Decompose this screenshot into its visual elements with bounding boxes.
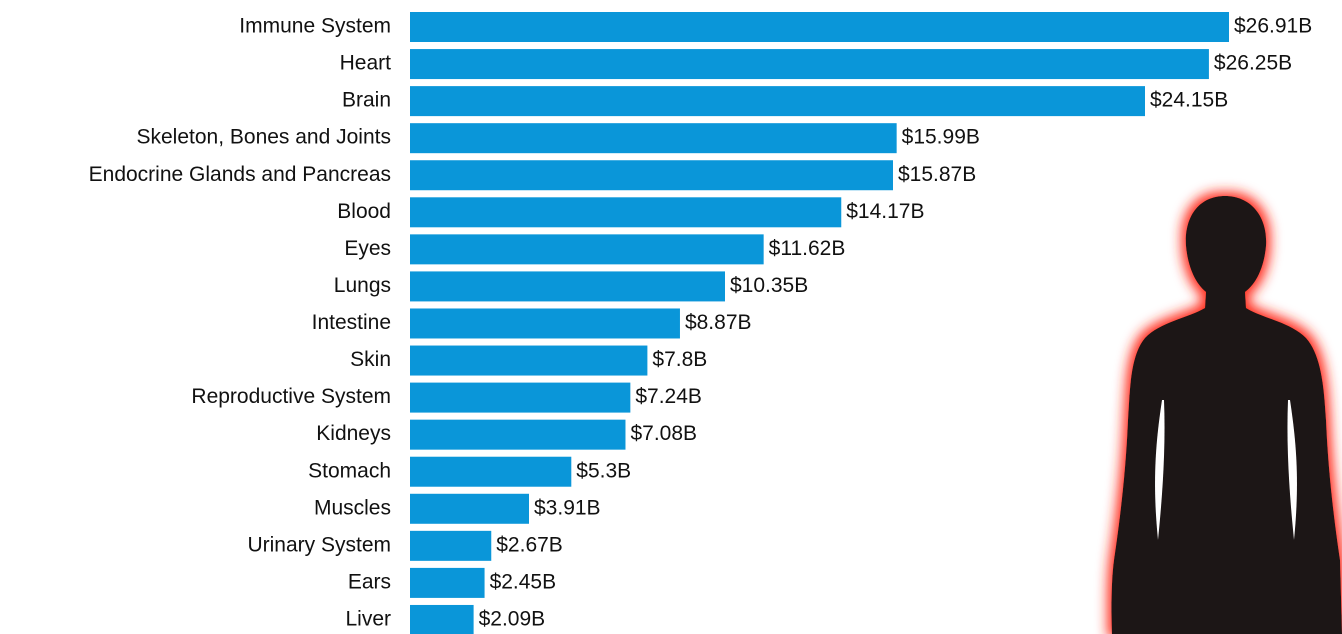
bar [410, 234, 764, 265]
category-label: Stomach [308, 459, 391, 482]
value-label: $24.15B [1150, 89, 1228, 112]
bar [410, 308, 680, 339]
value-label: $2.67B [496, 533, 563, 556]
bar [410, 382, 631, 413]
category-label: Reproductive System [191, 385, 391, 408]
value-label: $15.99B [902, 126, 980, 149]
value-label: $26.91B [1234, 15, 1312, 38]
category-label: Endocrine Glands and Pancreas [89, 163, 391, 186]
category-label: Kidneys [316, 422, 391, 445]
category-label: Immune System [239, 15, 391, 38]
category-label: Blood [337, 200, 391, 223]
category-label: Muscles [314, 496, 391, 519]
category-label: Ears [348, 570, 391, 593]
bar [410, 456, 572, 487]
value-label: $7.8B [652, 348, 707, 371]
bar [410, 160, 893, 191]
bar [410, 567, 485, 598]
value-label: $11.62B [769, 237, 846, 260]
value-label: $8.87B [685, 311, 752, 334]
category-label: Liver [345, 608, 391, 631]
value-label: $7.24B [635, 385, 702, 408]
value-label: $26.25B [1214, 52, 1292, 75]
value-label: $2.09B [479, 608, 546, 631]
value-label: $14.17B [846, 200, 924, 223]
bar [410, 86, 1145, 117]
bar [410, 604, 474, 634]
value-label: $10.35B [730, 274, 808, 297]
value-label: $3.91B [534, 496, 601, 519]
value-label: $5.3B [576, 459, 631, 482]
category-label: Skeleton, Bones and Joints [136, 126, 391, 149]
bar [410, 271, 725, 302]
bar [410, 530, 492, 561]
category-label: Eyes [344, 237, 391, 260]
bar [410, 49, 1209, 80]
category-label: Urinary System [247, 533, 391, 556]
value-label: $15.87B [898, 163, 976, 186]
category-label: Brain [342, 89, 391, 112]
bar [410, 493, 529, 524]
bar [410, 123, 897, 154]
category-label: Heart [340, 52, 392, 75]
value-label: $2.45B [490, 570, 557, 593]
category-label: Lungs [334, 274, 391, 297]
bar [410, 12, 1229, 42]
category-label: Intestine [312, 311, 391, 334]
category-label: Skin [350, 348, 391, 371]
silhouette [1111, 196, 1342, 634]
value-label: $7.08B [630, 422, 697, 445]
bar [410, 345, 648, 376]
bar [410, 197, 842, 228]
bar [410, 419, 626, 450]
